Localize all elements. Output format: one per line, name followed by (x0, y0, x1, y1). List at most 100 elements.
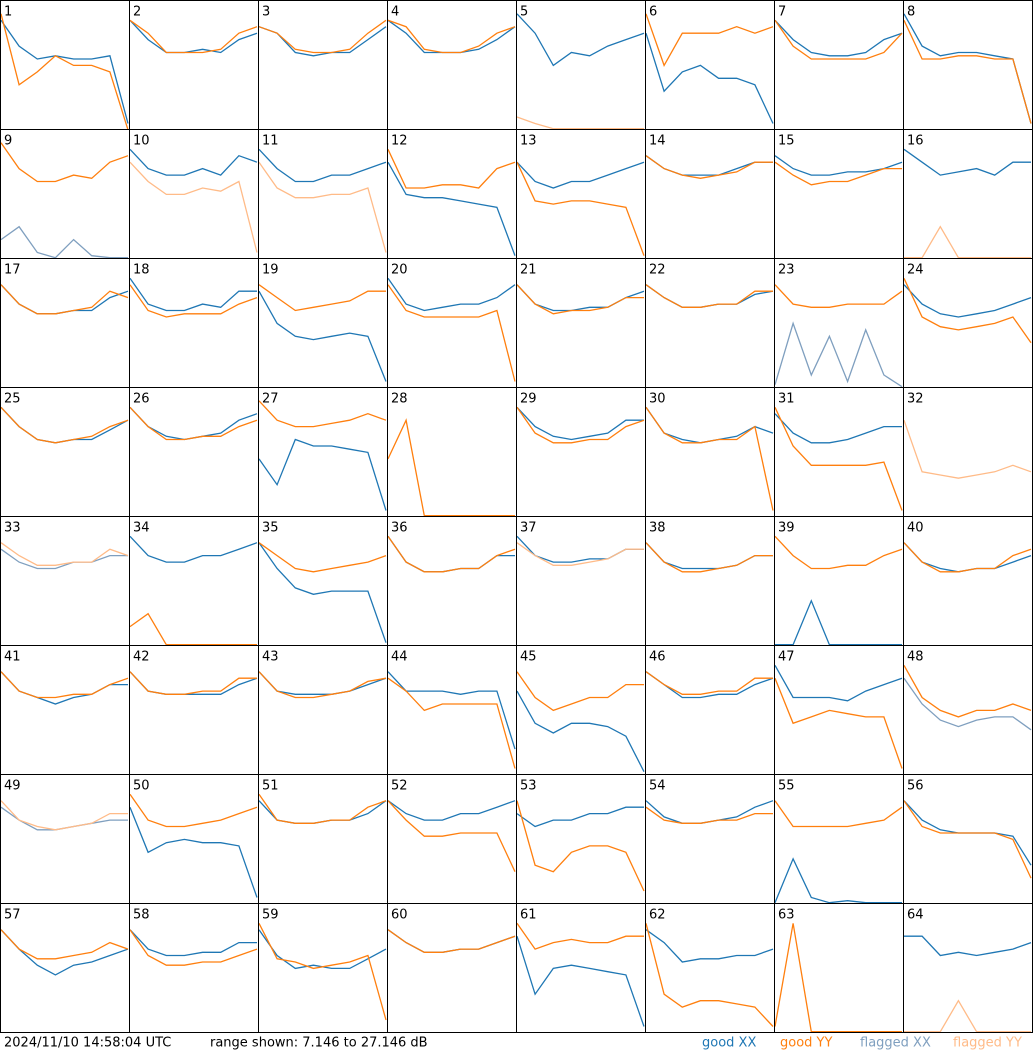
panel-frame (0, 903, 130, 1033)
panel-label: 53 (520, 779, 537, 794)
spectrum-xx (0, 225, 128, 258)
panel: 64 (903, 903, 1033, 1033)
spectrum-yy (645, 542, 773, 573)
legend: good XX good YY flagged XX flagged YY (702, 1036, 1022, 1051)
spectrum-yy (904, 999, 1031, 1032)
panel: 56 (903, 774, 1033, 904)
spectrum-yy (129, 793, 258, 828)
spectrum-yy (129, 671, 257, 695)
panel-frame (774, 516, 904, 646)
plot-area (387, 149, 516, 256)
timestamp: 2024/11/10 14:58:04 UTC (4, 1036, 171, 1051)
spectrum-xx (387, 535, 515, 573)
panel-label: 52 (391, 779, 408, 794)
plot-area (516, 13, 645, 129)
panel-label: 62 (649, 908, 666, 923)
plot-area (0, 800, 128, 831)
panel-label: 44 (391, 650, 408, 665)
panel-frame (903, 387, 1033, 517)
plot-area (258, 793, 387, 824)
plot-area (903, 419, 1032, 479)
panel-frame (129, 129, 259, 259)
panel: 61 (516, 903, 646, 1033)
panel-frame (258, 645, 388, 775)
panel-label: 23 (778, 263, 795, 278)
panel-frame (0, 774, 130, 904)
panel-frame (129, 516, 259, 646)
spectrum-xx (903, 148, 1031, 176)
spectrum-xx (258, 148, 387, 183)
spectrum-xx (129, 535, 258, 563)
spectrum-yy (645, 671, 773, 695)
panel: 53 (516, 774, 646, 904)
spectrum-xx (387, 161, 516, 256)
panel: 48 (903, 645, 1033, 775)
plot-area (258, 19, 387, 57)
panel: 46 (645, 645, 775, 775)
plot-area (645, 13, 774, 124)
spectrum-xx (903, 284, 1032, 318)
spectrum-xx (516, 806, 644, 828)
panel: 58 (129, 903, 259, 1033)
plot-area (774, 664, 903, 769)
plot-area (774, 407, 903, 511)
panel-label: 40 (907, 521, 924, 536)
spectrum-yy (516, 161, 645, 256)
spectrum-yy (258, 671, 387, 699)
plot-area (387, 929, 516, 953)
panel-frame (903, 0, 1033, 130)
legend-entry: flagged XX (860, 1036, 931, 1051)
spectrum-yy (0, 800, 128, 831)
panel-label: 18 (133, 263, 150, 278)
panel-frame (387, 258, 517, 388)
plot-area (774, 535, 903, 645)
panel: 26 (129, 387, 259, 517)
panel-frame (387, 903, 517, 1033)
panel-label: 64 (907, 908, 924, 923)
panel: 43 (258, 645, 388, 775)
spectrum-xx (258, 438, 387, 511)
panel-label: 47 (778, 650, 795, 665)
panel: 47 (774, 645, 904, 775)
spectrum-yy (258, 19, 387, 54)
panel-frame (516, 0, 646, 130)
panel-label: 27 (262, 392, 279, 407)
spectrum-xx (904, 935, 1032, 957)
plot-area (903, 800, 1032, 879)
plot-area (129, 671, 258, 695)
panel-label: 58 (133, 908, 150, 923)
panel-frame (258, 774, 388, 904)
spectrum-yy (774, 923, 902, 1032)
spectrum-xx (645, 33, 774, 124)
panel-frame (516, 774, 646, 904)
panel: 36 (387, 516, 517, 646)
panel-label: 46 (649, 650, 666, 665)
plot-area (0, 284, 129, 315)
spectrum-xx (0, 548, 128, 570)
plot-area (516, 800, 645, 892)
panel-label: 35 (262, 521, 279, 536)
spectrum-yy (516, 116, 644, 129)
spectrum-xx (0, 19, 129, 124)
panel-label: 60 (391, 908, 408, 923)
plot-area (387, 418, 515, 516)
plot-area (258, 148, 387, 253)
spectrum-yy (387, 535, 516, 573)
panel: 57 (0, 903, 130, 1033)
spectrum-xx (129, 19, 258, 54)
spectrum-yy (387, 800, 516, 872)
spectrum-yy (516, 671, 644, 712)
spectrum-yy (129, 161, 258, 253)
panel-frame (0, 516, 130, 646)
spectrum-xx (387, 277, 516, 312)
panel-label: 41 (4, 650, 21, 665)
plot-area (774, 19, 903, 60)
plot-area (129, 929, 258, 966)
spectrum-yy (258, 793, 387, 824)
panel: 28 (387, 387, 517, 517)
panel-frame (774, 0, 904, 130)
panel-label: 9 (4, 134, 12, 149)
panel-frame (387, 774, 517, 904)
